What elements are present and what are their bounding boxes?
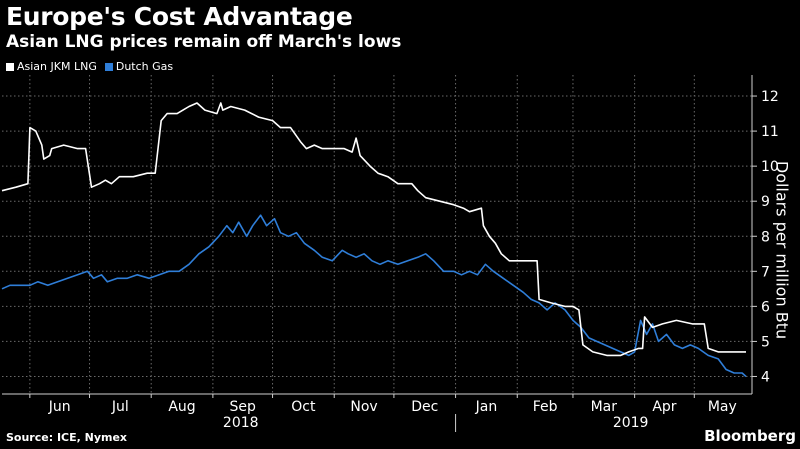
- chart-subtitle: Asian LNG prices remain off March's lows: [6, 32, 402, 52]
- source-note: Source: ICE, Nymex: [6, 431, 128, 444]
- x-tick-label: Dec: [411, 399, 438, 415]
- x-tick-label: Aug: [168, 399, 195, 415]
- x-tick-label: Jun: [48, 399, 71, 415]
- y-tick-label: 7: [761, 264, 770, 280]
- y-tick-label: 11: [761, 124, 779, 140]
- brand-logo: Bloomberg: [704, 427, 796, 445]
- x-tick-label: Mar: [591, 399, 618, 415]
- y-axis-label: Dollars per million Btu: [772, 160, 792, 340]
- y-tick-label: 9: [761, 194, 770, 210]
- series-line-dutch-gas: [1, 214, 747, 378]
- y-tick-label: 12: [761, 89, 779, 105]
- y-tick-label: 5: [761, 334, 770, 350]
- y-tick-label: 10: [761, 159, 779, 175]
- x-tick-label: Jul: [111, 399, 129, 415]
- x-tick-label: May: [708, 399, 737, 415]
- x-tick-label: Sep: [230, 399, 257, 415]
- y-tick-label: 8: [761, 229, 770, 245]
- year-label: 2018: [223, 415, 259, 431]
- y-tick-label: 4: [761, 369, 770, 385]
- legend: Asian JKM LNG Dutch Gas: [6, 60, 181, 73]
- series-line-asian-jkm-lng: [1, 102, 746, 357]
- chart-title: Europe's Cost Advantage: [6, 2, 353, 31]
- y-tick-label: 6: [761, 299, 770, 315]
- legend-swatch-jkm: [6, 62, 14, 71]
- x-tick-label: Jan: [475, 399, 498, 415]
- legend-label-dutch-gas: Dutch Gas: [115, 60, 174, 73]
- x-tick-label: Apr: [652, 399, 676, 415]
- year-label: 2019: [613, 415, 649, 431]
- x-tick-label: Oct: [291, 399, 316, 415]
- legend-swatch-dutch-gas: [104, 62, 113, 71]
- x-tick-label: Feb: [533, 399, 558, 415]
- x-tick-label: Nov: [350, 399, 377, 415]
- legend-item-jkm: Asian JKM LNG: [6, 60, 97, 73]
- legend-label-jkm: Asian JKM LNG: [17, 60, 97, 73]
- legend-item-dutch-gas: Dutch Gas: [104, 60, 174, 73]
